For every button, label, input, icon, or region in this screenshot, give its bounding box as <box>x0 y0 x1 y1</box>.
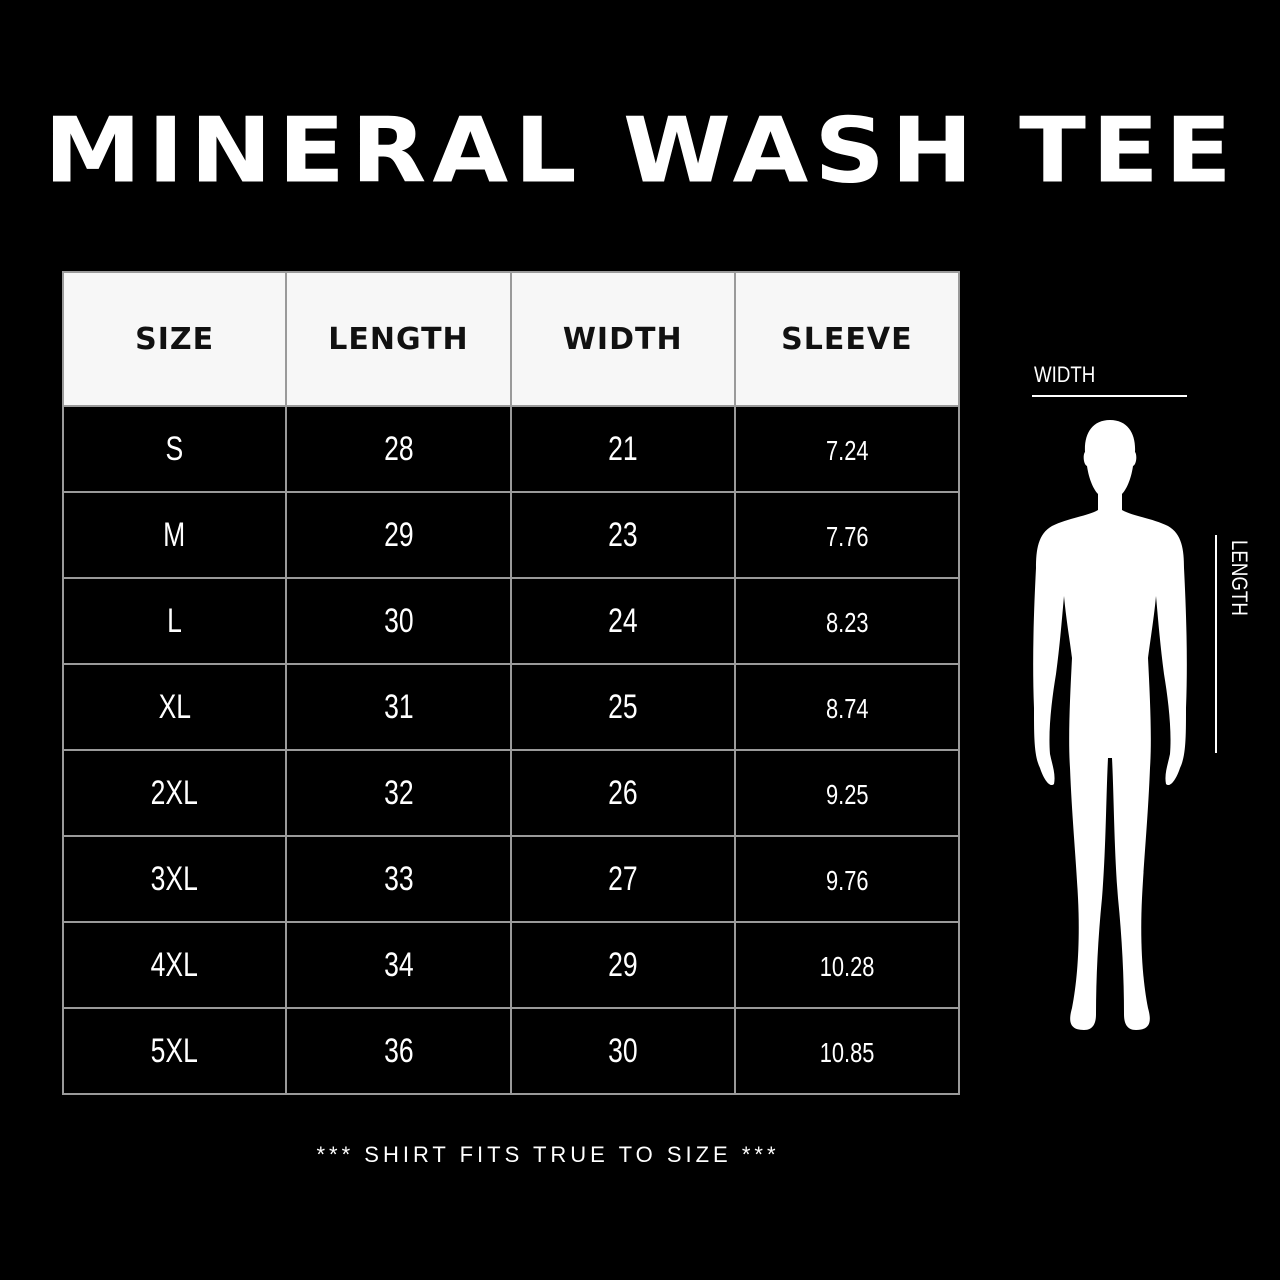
cell-width: 29 <box>509 921 736 1009</box>
table-row: 5XL 36 30 10.85 <box>61 1007 961 1095</box>
cell-length: 30 <box>285 577 512 665</box>
table-row: L 30 24 8.23 <box>61 577 961 665</box>
cell-sleeve: 8.23 <box>733 577 961 665</box>
cell-size-value: 5XL <box>151 1031 199 1070</box>
cell-length-value: 28 <box>383 429 414 468</box>
cell-size: L <box>61 577 288 665</box>
cell-length: 28 <box>285 405 512 493</box>
cell-length-value: 29 <box>383 515 414 554</box>
cell-width-value: 30 <box>607 1031 638 1070</box>
cell-sleeve: 10.28 <box>733 921 961 1009</box>
human-silhouette-icon <box>1033 420 1187 1030</box>
length-indicator-line <box>1215 535 1217 753</box>
page-title: MINERAL WASH TEE <box>44 98 1238 204</box>
cell-width-value: 29 <box>607 945 638 984</box>
header-length: LENGTH <box>285 271 512 407</box>
cell-size-value: XL <box>158 687 191 726</box>
cell-length: 32 <box>285 749 512 837</box>
table-row: 3XL 33 27 9.76 <box>61 835 961 923</box>
cell-length-value: 31 <box>383 687 414 726</box>
cell-sleeve: 10.85 <box>733 1007 961 1095</box>
cell-length: 36 <box>285 1007 512 1095</box>
cell-size-value: S <box>165 429 184 468</box>
table-header-row: SIZE LENGTH WIDTH SLEEVE <box>61 271 961 407</box>
cell-width-value: 26 <box>607 773 638 812</box>
cell-size-value: 3XL <box>151 859 199 898</box>
cell-sleeve-value: 10.28 <box>819 950 875 982</box>
cell-sleeve: 9.25 <box>733 749 961 837</box>
cell-width: 26 <box>509 749 736 837</box>
cell-sleeve: 7.24 <box>733 405 961 493</box>
cell-size: XL <box>61 663 288 751</box>
header-sleeve: SLEEVE <box>733 271 961 407</box>
cell-length: 33 <box>285 835 512 923</box>
size-table: SIZE LENGTH WIDTH SLEEVE S 28 21 7.24 M 29 23 7… <box>61 271 961 1095</box>
table-row: XL 31 25 8.74 <box>61 663 961 751</box>
cell-length: 31 <box>285 663 512 751</box>
cell-sleeve-value: 8.74 <box>825 692 869 724</box>
cell-sleeve-value: 8.23 <box>825 606 869 638</box>
table-row: 4XL 34 29 10.28 <box>61 921 961 1009</box>
cell-length-value: 33 <box>383 859 414 898</box>
cell-width-value: 23 <box>607 515 638 554</box>
cell-length-value: 32 <box>383 773 414 812</box>
cell-size: 3XL <box>61 835 288 923</box>
cell-length-value: 30 <box>383 601 414 640</box>
cell-length: 29 <box>285 491 512 579</box>
cell-size: 4XL <box>61 921 288 1009</box>
cell-sleeve: 9.76 <box>733 835 961 923</box>
cell-width-value: 21 <box>607 429 638 468</box>
cell-size: 2XL <box>61 749 288 837</box>
length-label: LENGTH <box>1227 540 1252 616</box>
cell-sleeve: 7.76 <box>733 491 961 579</box>
width-label: WIDTH <box>1034 362 1096 387</box>
cell-length-value: 36 <box>383 1031 414 1070</box>
cell-width: 21 <box>509 405 736 493</box>
width-indicator-line <box>1032 395 1187 397</box>
cell-width: 25 <box>509 663 736 751</box>
cell-width: 27 <box>509 835 736 923</box>
header-size: SIZE <box>61 271 288 407</box>
cell-width: 23 <box>509 491 736 579</box>
cell-sleeve-value: 7.24 <box>825 434 869 466</box>
cell-size: 5XL <box>61 1007 288 1095</box>
table-row: 2XL 32 26 9.25 <box>61 749 961 837</box>
cell-sleeve-value: 9.25 <box>825 778 869 810</box>
cell-size-value: M <box>163 515 186 554</box>
cell-width: 24 <box>509 577 736 665</box>
cell-size-value: L <box>167 601 183 640</box>
cell-size-value: 4XL <box>151 945 199 984</box>
cell-sleeve: 8.74 <box>733 663 961 751</box>
fit-note: *** SHIRT FITS TRUE TO SIZE *** <box>316 1142 780 1167</box>
cell-width-value: 27 <box>607 859 638 898</box>
cell-length-value: 34 <box>383 945 414 984</box>
cell-size: M <box>61 491 288 579</box>
header-width: WIDTH <box>509 271 736 407</box>
table-row: M 29 23 7.76 <box>61 491 961 579</box>
table-row: S 28 21 7.24 <box>61 405 961 493</box>
cell-width-value: 25 <box>607 687 638 726</box>
cell-width: 30 <box>509 1007 736 1095</box>
cell-size-value: 2XL <box>151 773 199 812</box>
cell-length: 34 <box>285 921 512 1009</box>
cell-sleeve-value: 9.76 <box>825 864 869 896</box>
cell-size: S <box>61 405 288 493</box>
cell-sleeve-value: 10.85 <box>819 1036 875 1068</box>
cell-width-value: 24 <box>607 601 638 640</box>
cell-sleeve-value: 7.76 <box>825 520 869 552</box>
